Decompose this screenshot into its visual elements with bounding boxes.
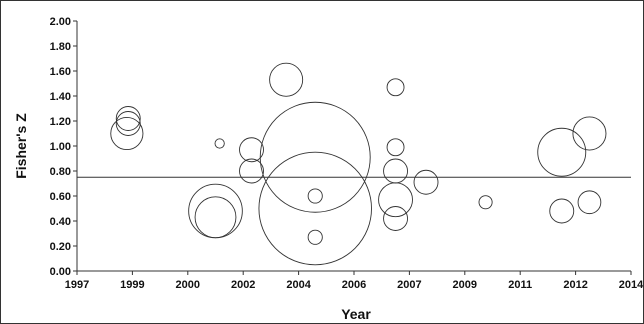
y-tick-label: 1.80 bbox=[50, 41, 71, 53]
bubble bbox=[307, 188, 323, 204]
y-tick-label: 1.00 bbox=[50, 141, 71, 153]
bubble bbox=[115, 111, 141, 136]
bubble bbox=[537, 127, 587, 177]
x-tick-label: 2012 bbox=[563, 279, 587, 291]
bubble bbox=[115, 106, 141, 131]
y-tick-label: 2.00 bbox=[50, 16, 71, 28]
bubble bbox=[378, 182, 413, 218]
x-tick-label: 1999 bbox=[120, 279, 144, 291]
bubble bbox=[577, 190, 602, 215]
x-tick-label: 2011 bbox=[508, 279, 532, 291]
y-tick-label: 0.00 bbox=[50, 266, 71, 278]
y-tick-label: 0.80 bbox=[50, 166, 71, 178]
bubble bbox=[194, 196, 237, 239]
x-tick-label: 2007 bbox=[397, 279, 421, 291]
bubble bbox=[307, 229, 323, 245]
x-ticks: 1997 1999 2000 2002 2004 2006 2007 2009 2011 2012… bbox=[65, 271, 643, 291]
y-axis-title: Fisher's Z bbox=[13, 113, 29, 179]
bubble bbox=[383, 158, 408, 184]
y-tick-label: 1.60 bbox=[50, 66, 71, 78]
x-tick-label: 2002 bbox=[231, 279, 255, 291]
y-tick-label: 0.60 bbox=[50, 191, 71, 203]
x-tick-label: 1997 bbox=[65, 279, 89, 291]
bubbles bbox=[110, 62, 607, 266]
bubble bbox=[383, 206, 408, 231]
bubble bbox=[413, 169, 439, 195]
bubble bbox=[188, 183, 243, 239]
x-axis-title: Year bbox=[341, 306, 371, 322]
x-tick-label: 2000 bbox=[176, 279, 200, 291]
y-tick-label: 1.40 bbox=[50, 91, 71, 103]
y-tick-label: 0.20 bbox=[50, 241, 71, 253]
bubble bbox=[386, 78, 405, 97]
x-tick-label: 2009 bbox=[453, 279, 477, 291]
bubble bbox=[269, 62, 304, 97]
x-tick-label: 2006 bbox=[342, 279, 366, 291]
x-tick-label: 2014 bbox=[619, 279, 643, 291]
axis-titles: Year Fisher's Z bbox=[13, 113, 371, 322]
bubble bbox=[239, 158, 264, 184]
bubble bbox=[549, 198, 575, 224]
bubble bbox=[572, 116, 607, 151]
axes bbox=[76, 21, 631, 272]
bubble bbox=[258, 151, 372, 266]
bubble bbox=[386, 138, 405, 157]
y-tick-label: 0.40 bbox=[50, 216, 71, 228]
bubble bbox=[110, 116, 144, 151]
y-ticks: 0.00 0.20 0.40 0.60 0.80 1.00 1.20 1.40 1.60 1.80… bbox=[50, 16, 77, 278]
bubble bbox=[478, 195, 493, 210]
y-tick-label: 1.20 bbox=[50, 116, 71, 128]
bubble bbox=[239, 137, 264, 163]
x-tick-label: 2004 bbox=[286, 279, 311, 291]
bubble bbox=[214, 138, 225, 149]
bubble bbox=[259, 101, 371, 213]
